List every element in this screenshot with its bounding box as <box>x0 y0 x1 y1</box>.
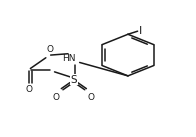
Text: O: O <box>53 93 60 102</box>
Text: HN: HN <box>62 54 76 63</box>
Text: O: O <box>26 85 33 94</box>
Text: O: O <box>46 45 53 54</box>
Text: S: S <box>71 75 77 85</box>
Text: I: I <box>139 26 142 36</box>
Text: O: O <box>88 93 95 102</box>
